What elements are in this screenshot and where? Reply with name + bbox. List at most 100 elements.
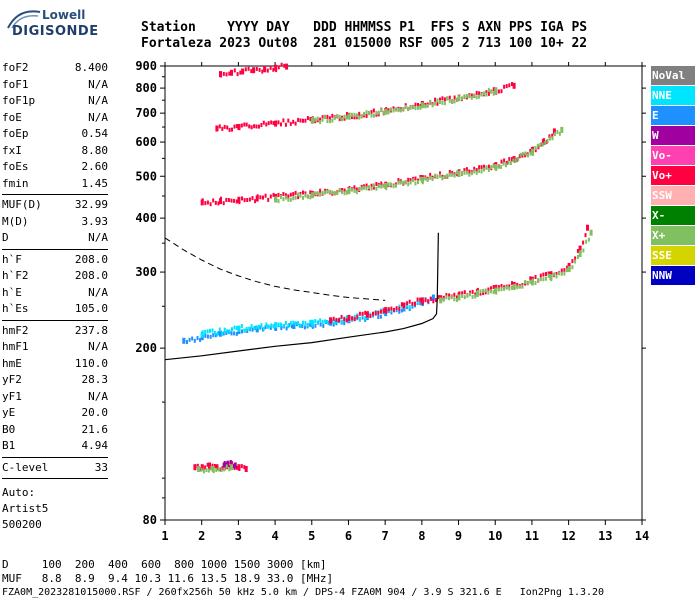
x-tick-label: 2 xyxy=(198,529,205,543)
echo-mark xyxy=(223,467,226,472)
trace-2F-series xyxy=(274,126,564,204)
echo-mark xyxy=(309,319,312,324)
echo-mark xyxy=(552,272,555,277)
echo-mark xyxy=(284,320,287,325)
echo-mark xyxy=(547,273,550,278)
data-point xyxy=(252,67,256,74)
echo-mark xyxy=(505,163,507,168)
echo-mark xyxy=(582,248,585,253)
echo-mark xyxy=(463,290,466,295)
echo-mark xyxy=(424,176,427,181)
parameter-value: 21.6 xyxy=(81,422,109,436)
data-point xyxy=(530,148,534,155)
parameter-name: yF1 xyxy=(2,389,22,403)
echo-mark xyxy=(351,316,354,321)
echo-mark xyxy=(365,110,368,115)
data-point xyxy=(219,330,222,337)
echo-mark xyxy=(470,93,473,98)
data-point xyxy=(552,128,556,135)
echo-mark xyxy=(356,314,359,319)
echo-mark xyxy=(343,114,346,119)
trace-F2-o-series xyxy=(329,224,589,324)
echo-mark xyxy=(372,311,374,316)
echo-mark xyxy=(280,326,283,331)
y-tick-label: 200 xyxy=(135,341,157,355)
echo-mark xyxy=(439,173,441,178)
data-point xyxy=(237,124,241,130)
parameter-name: foF1p xyxy=(2,94,36,107)
echo-mark xyxy=(372,185,375,190)
echo-mark xyxy=(529,151,532,156)
echo-mark xyxy=(272,324,275,329)
parameter-value: 32.99 xyxy=(74,198,108,211)
echo-mark xyxy=(319,192,322,197)
echo-mark xyxy=(355,190,358,195)
echo-mark xyxy=(541,142,544,147)
data-point xyxy=(586,224,589,231)
echo-mark xyxy=(571,265,574,270)
echo-mark xyxy=(482,288,485,293)
data-point xyxy=(215,464,219,471)
echo-mark xyxy=(206,462,209,467)
echo-mark xyxy=(468,169,471,174)
echo-mark xyxy=(473,93,476,98)
echo-mark xyxy=(390,182,392,187)
echo-mark xyxy=(500,287,503,292)
echo-mark xyxy=(419,105,422,110)
echo-mark xyxy=(321,117,324,122)
data-point xyxy=(200,199,204,206)
footer-muf-row: MUF 8.8 8.9 9.4 10.3 11.6 13.5 18.9 33.0… xyxy=(2,572,334,585)
echo-mark xyxy=(230,198,233,203)
echo-mark xyxy=(453,173,456,178)
echo-mark xyxy=(346,190,348,195)
data-point xyxy=(589,229,593,236)
echo-mark xyxy=(193,338,196,343)
echo-mark xyxy=(390,310,393,315)
data-point xyxy=(457,171,461,177)
parameter-value: 0.54 xyxy=(81,127,109,140)
echo-mark xyxy=(341,319,344,324)
echo-mark xyxy=(340,314,343,319)
echo-mark xyxy=(555,272,558,276)
data-point xyxy=(549,274,553,281)
echo-mark xyxy=(218,327,221,332)
x-tick-label: 14 xyxy=(635,529,649,543)
echo-mark xyxy=(277,65,280,70)
echo-mark xyxy=(247,66,250,71)
echo-mark xyxy=(309,117,312,121)
echo-mark xyxy=(353,188,356,193)
echo-mark xyxy=(412,178,415,183)
echo-mark xyxy=(228,329,231,334)
autoscaling-program: Artist5 xyxy=(2,502,49,515)
echo-mark xyxy=(319,322,322,327)
parameter-row: h`Es 105.0 xyxy=(2,301,108,318)
echo-mark xyxy=(302,195,304,200)
echo-mark xyxy=(358,311,361,316)
echo-mark xyxy=(375,186,378,191)
echo-mark xyxy=(382,308,385,313)
y-tick-label: 300 xyxy=(135,265,157,279)
echo-mark xyxy=(294,121,297,126)
echo-mark xyxy=(294,321,297,326)
parameter-value: 33 xyxy=(94,460,108,474)
data-point xyxy=(420,297,424,304)
echo-mark xyxy=(338,187,341,192)
echo-mark xyxy=(251,327,254,332)
echo-mark xyxy=(492,91,495,96)
echo-mark xyxy=(358,316,361,321)
echo-mark xyxy=(223,124,226,129)
echo-mark xyxy=(473,169,476,174)
echo-mark xyxy=(260,323,263,328)
echo-mark xyxy=(497,287,500,292)
legend-item: NoVal xyxy=(651,66,695,85)
echo-mark xyxy=(426,103,429,108)
echo-mark xyxy=(571,259,574,264)
echo-mark xyxy=(534,148,537,153)
echo-mark xyxy=(243,465,246,470)
parameter-value: 105.0 xyxy=(74,302,108,315)
echo-mark xyxy=(529,148,532,153)
echo-mark xyxy=(448,172,451,177)
echo-mark xyxy=(478,94,481,99)
parameter-row: yE 20.0 xyxy=(2,405,108,422)
